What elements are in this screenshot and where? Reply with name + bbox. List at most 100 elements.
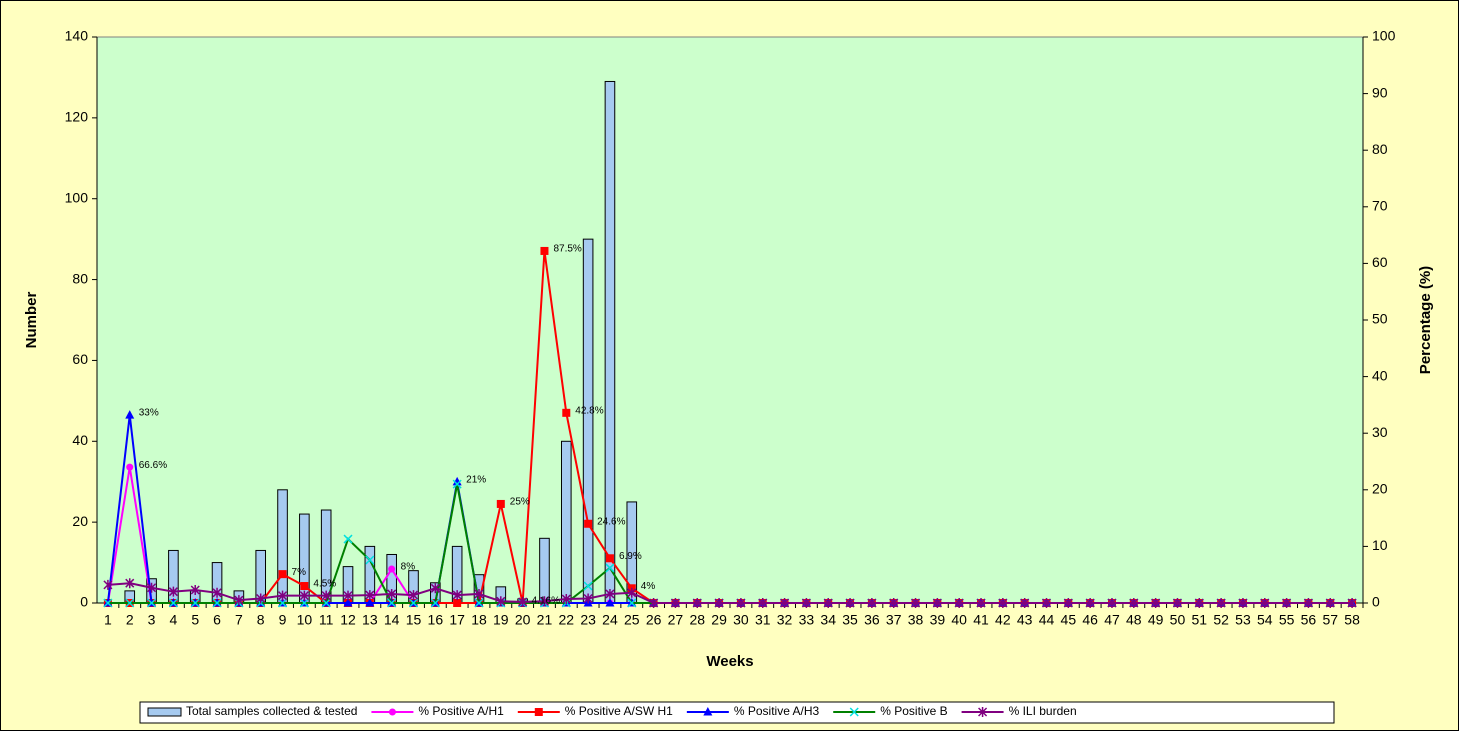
y-tick-label: 0 xyxy=(80,594,88,610)
x-tick-label: 15 xyxy=(406,612,422,628)
line-marker xyxy=(299,598,309,608)
line-marker xyxy=(147,582,157,593)
bar xyxy=(539,537,550,604)
legend-label: % Positive A/H3 xyxy=(734,704,820,718)
line-marker xyxy=(452,479,462,489)
line-marker xyxy=(430,598,440,608)
line-marker xyxy=(125,578,135,589)
x-tick-label: 49 xyxy=(1148,612,1164,628)
x-tick-label: 54 xyxy=(1257,612,1273,628)
line-marker xyxy=(976,598,986,608)
line-marker xyxy=(408,590,419,601)
line-marker xyxy=(343,534,353,544)
x-tick-label: 16 xyxy=(428,612,444,628)
x-tick-label: 39 xyxy=(930,612,946,628)
line-marker xyxy=(1085,598,1095,608)
x-tick-label: 30 xyxy=(733,612,749,628)
annotation: 24.6% xyxy=(597,516,625,527)
line-marker xyxy=(823,598,833,608)
line-marker xyxy=(1107,598,1117,608)
line-marker xyxy=(1172,598,1183,608)
line-marker xyxy=(692,598,702,608)
x-tick-label: 1 xyxy=(104,612,112,628)
x-tick-label: 44 xyxy=(1039,612,1055,628)
line-marker xyxy=(190,584,200,595)
line-marker xyxy=(278,598,288,608)
y2-tick-label: 90 xyxy=(1372,84,1388,100)
line-marker xyxy=(627,587,637,598)
line-marker xyxy=(1194,598,1204,608)
x-tick-label: 28 xyxy=(689,612,705,628)
line-marker xyxy=(147,598,157,608)
x-tick-label: 31 xyxy=(755,612,771,628)
x-tick-label: 21 xyxy=(537,612,553,628)
x-tick-label: 56 xyxy=(1301,612,1317,628)
y-tick-label: 20 xyxy=(72,513,88,529)
line-marker xyxy=(932,598,942,608)
line-marker xyxy=(627,598,637,608)
x-tick-label: 50 xyxy=(1170,612,1186,628)
line xyxy=(107,582,1353,604)
line-marker xyxy=(321,598,331,608)
x-tick-label: 17 xyxy=(449,612,465,628)
line-marker xyxy=(758,598,768,608)
x-tick-label: 33 xyxy=(799,612,815,628)
legend-marker xyxy=(703,707,713,716)
x-tick-label: 4 xyxy=(169,612,177,628)
x-tick-label: 18 xyxy=(471,612,487,628)
legend-marker xyxy=(388,708,396,716)
x-tick-label: 12 xyxy=(340,612,356,628)
y-tick-label: 40 xyxy=(72,432,88,448)
line-marker xyxy=(496,499,505,508)
line-marker xyxy=(1325,598,1335,608)
line-marker xyxy=(583,581,593,591)
x-tick-label: 40 xyxy=(951,612,967,628)
x-tick-label: 48 xyxy=(1126,612,1142,628)
x-tick-label: 25 xyxy=(624,612,640,628)
x-tick-label: 55 xyxy=(1279,612,1295,628)
line-marker xyxy=(1216,598,1226,608)
x-tick-label: 34 xyxy=(820,612,836,628)
line-marker xyxy=(452,590,462,601)
line-marker xyxy=(801,598,811,608)
line-marker xyxy=(234,595,244,606)
x-tick-label: 45 xyxy=(1061,612,1077,628)
line-marker xyxy=(540,246,549,255)
line-marker xyxy=(343,598,353,607)
line-marker xyxy=(408,598,419,608)
x-tick-label: 52 xyxy=(1213,612,1229,628)
line-marker xyxy=(299,590,309,601)
annotation: 21% xyxy=(466,475,486,486)
line-marker xyxy=(1041,598,1052,608)
line-marker xyxy=(474,588,484,599)
line-marker xyxy=(278,590,288,601)
line-marker xyxy=(103,598,113,608)
line-marker xyxy=(736,598,746,608)
y-tick-label: 120 xyxy=(65,109,89,125)
legend-label: % Positive A/SW H1 xyxy=(565,704,673,718)
line-marker xyxy=(867,598,877,608)
legend-label: % Positive B xyxy=(880,704,947,718)
line-marker xyxy=(388,565,396,573)
line-marker xyxy=(452,476,462,486)
bar xyxy=(277,489,288,604)
x-tick-label: 26 xyxy=(646,612,662,628)
line-marker xyxy=(365,555,375,565)
x-tick-label: 47 xyxy=(1104,612,1120,628)
x-tick-label: 9 xyxy=(279,612,287,628)
line-marker xyxy=(1020,598,1030,608)
line-marker xyxy=(1238,598,1248,608)
x-tick-label: 38 xyxy=(908,612,924,628)
line-marker xyxy=(278,570,287,579)
line-marker xyxy=(430,583,440,594)
x-tick-label: 58 xyxy=(1344,612,1360,628)
y2-tick-label: 40 xyxy=(1372,367,1388,383)
legend-marker xyxy=(534,708,543,716)
line-marker xyxy=(1303,598,1313,608)
x-tick-label: 2 xyxy=(126,612,134,628)
y2-tick-label: 80 xyxy=(1372,141,1388,157)
y2-tick-label: 60 xyxy=(1372,254,1388,270)
annotation: 25% xyxy=(510,497,530,508)
line-marker xyxy=(321,590,331,601)
